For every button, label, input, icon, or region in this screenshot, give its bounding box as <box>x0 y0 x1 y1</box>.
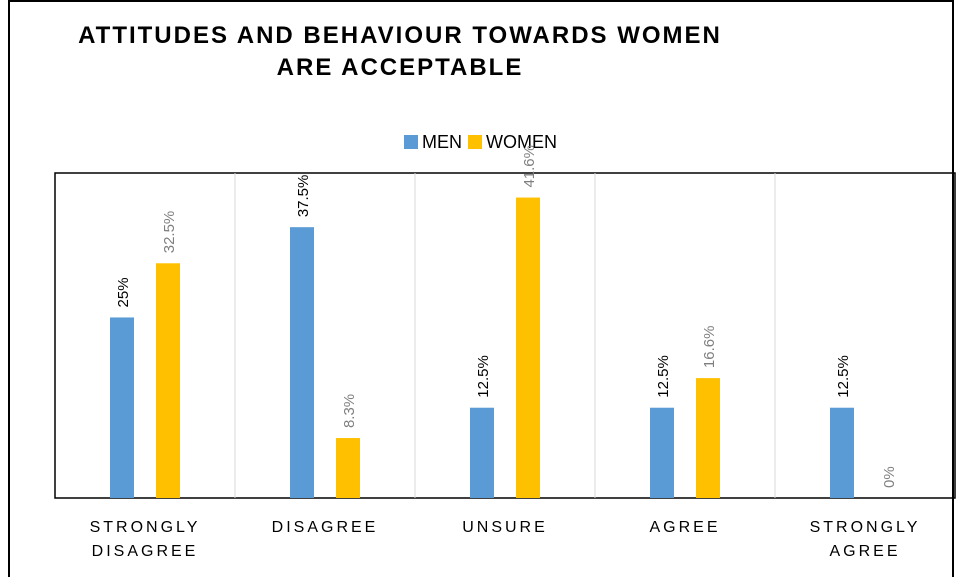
bar-men-2 <box>470 407 494 498</box>
legend-item-women: WOMEN <box>468 132 557 153</box>
category-label-4-0: STRONGLY <box>810 519 921 536</box>
bar-women-3 <box>696 378 720 498</box>
bar-women-2 <box>516 197 540 499</box>
legend-item-men: MEN <box>404 132 462 153</box>
title-line-1: ATTITUDES AND BEHAVIOUR TOWARDS WOMEN <box>78 22 722 49</box>
category-label-0-1: DISAGREE <box>92 543 199 560</box>
bar-women-0 <box>156 263 180 498</box>
data-label-women-4: 0% <box>881 466 898 488</box>
category-label-3-0: AGREE <box>649 519 720 536</box>
bar-men-0 <box>110 317 134 498</box>
title-line-2: ARE ACCEPTABLE <box>276 54 524 81</box>
legend: MEN WOMEN <box>404 130 563 154</box>
legend-swatch-men <box>404 135 418 149</box>
data-label-men-3: 12.5% <box>655 355 672 398</box>
data-label-men-0: 25% <box>115 277 132 307</box>
chart-title: ATTITUDES AND BEHAVIOUR TOWARDS WOMEN AR… <box>10 20 790 84</box>
data-label-women-0: 32.5% <box>161 211 178 254</box>
data-label-women-1: 8.3% <box>341 394 358 428</box>
chart-frame <box>8 0 954 577</box>
category-label-2-0: UNSURE <box>462 519 548 536</box>
data-label-women-2: 41.6% <box>521 145 538 188</box>
legend-label-women: WOMEN <box>486 131 557 152</box>
bar-men-3 <box>650 407 674 498</box>
data-label-men-4: 12.5% <box>835 355 852 398</box>
data-label-men-1: 37.5% <box>295 175 312 218</box>
legend-swatch-women <box>468 135 482 149</box>
category-label-0-0: STRONGLY <box>90 519 201 536</box>
bar-men-1 <box>290 227 314 498</box>
bar-men-4 <box>830 407 854 498</box>
legend-label-men: MEN <box>422 131 462 152</box>
category-label-1-0: DISAGREE <box>272 519 379 536</box>
plot-area <box>54 172 956 499</box>
data-label-women-3: 16.6% <box>701 326 718 369</box>
category-label-4-1: AGREE <box>829 543 900 560</box>
data-label-men-2: 12.5% <box>475 355 492 398</box>
bar-women-1 <box>336 438 360 498</box>
